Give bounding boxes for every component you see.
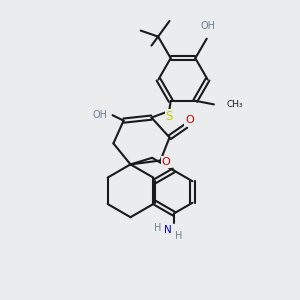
Text: O: O — [161, 157, 170, 167]
Text: OH: OH — [92, 110, 107, 120]
Text: S: S — [166, 110, 173, 123]
Text: N: N — [164, 225, 172, 235]
Text: OH: OH — [201, 21, 216, 31]
Text: H: H — [154, 223, 162, 233]
Text: O: O — [185, 115, 194, 125]
Text: CH₃: CH₃ — [226, 100, 243, 109]
Text: H: H — [176, 231, 183, 241]
